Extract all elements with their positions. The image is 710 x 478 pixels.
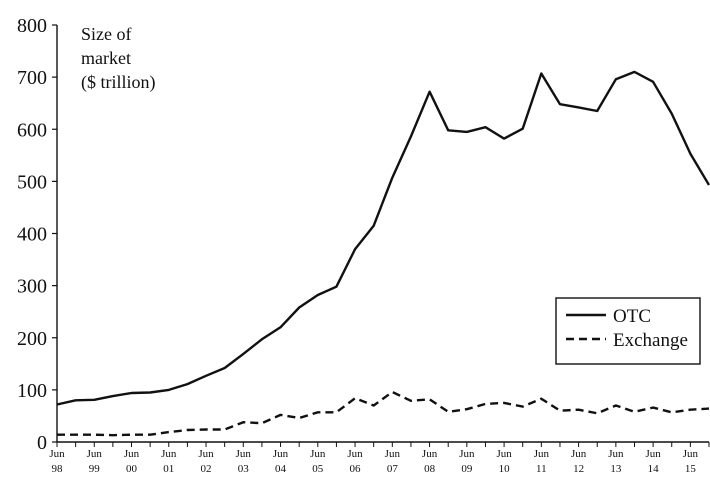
y-axis-label-text: Size of market ($ trillion)	[81, 24, 156, 93]
y-tick-label: 300	[17, 276, 47, 298]
y-axis-label: Size of market ($ trillion)	[81, 24, 156, 93]
x-tick-label: Jun 14	[645, 448, 661, 475]
x-tick-label: Jun 06	[347, 448, 363, 475]
x-tick-label: Jun 15	[683, 448, 699, 475]
x-tick-label: Jun 01	[161, 448, 177, 475]
x-tick-label: Jun 04	[273, 448, 289, 475]
x-tick-label: Jun 07	[385, 448, 401, 475]
series-lines	[56, 70, 710, 437]
x-tick-label: Jun 98	[49, 448, 65, 475]
legend-box	[555, 297, 701, 365]
x-axis: Jun 98 Jun 99 Jun 00 Jun 01 Jun 02 Jun 03 Jun 04 Jun 05…	[49, 441, 710, 475]
x-tick-label: Jun 13	[608, 448, 624, 475]
x-tick-label: Jun 99	[87, 448, 103, 475]
x-tick-label: Jun 08	[422, 448, 438, 475]
y-tick-label: 800	[17, 15, 47, 37]
x-tick-label: Jun 00	[124, 448, 140, 475]
x-tick-label: Jun 09	[459, 448, 475, 475]
y-tick-label: 100	[17, 380, 47, 402]
legend-label-exchange: Exchange	[613, 330, 688, 351]
y-tick-label: 700	[17, 67, 47, 89]
y-axis: 0 100 200 300 400 500 600 700 800	[17, 15, 58, 454]
x-tick-label: Jun 12	[571, 448, 587, 475]
legend: OTC Exchange	[555, 297, 701, 365]
legend-label-otc: OTC	[613, 306, 651, 327]
x-tick-label: Jun 02	[198, 448, 214, 475]
x-tick-label: Jun 10	[496, 448, 512, 475]
y-tick-label: 400	[17, 224, 47, 246]
series-line-otc	[56, 70, 710, 406]
y-tick-label: 500	[17, 171, 47, 193]
y-tick-label: 0	[37, 432, 47, 454]
series-line-exchange	[57, 390, 710, 437]
x-tick-label: Jun 05	[310, 448, 326, 475]
y-tick-label: 200	[17, 328, 47, 350]
y-tick-label: 600	[17, 119, 47, 141]
x-tick-label: Jun 03	[236, 448, 252, 475]
x-tick-label: Jun 11	[534, 448, 550, 475]
